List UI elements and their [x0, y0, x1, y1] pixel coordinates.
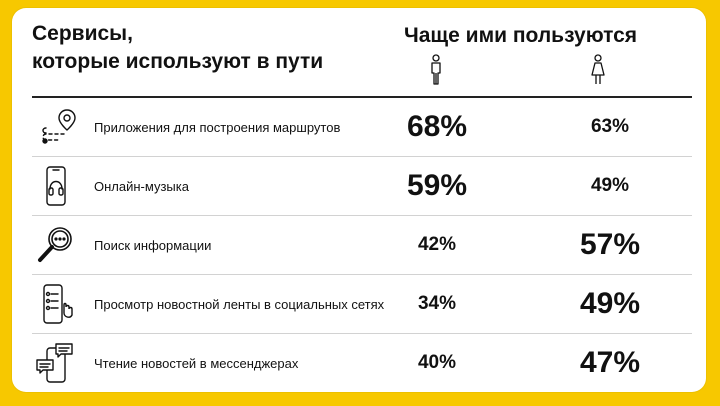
row-label: Просмотр новостной ленты в социальных се… — [94, 296, 385, 312]
row-label: Поиск информации — [94, 237, 212, 253]
male-value: 59% — [406, 169, 468, 202]
page-title: Сервисы, которые используют в пути — [32, 22, 324, 73]
infographic-card: Сервисы, которые используют в пути Чаще … — [12, 8, 706, 392]
header-divider — [32, 96, 692, 98]
male-value: 42% — [417, 234, 457, 255]
table-row: Приложения для построения маршрутов 68% … — [32, 98, 692, 157]
male-value: 34% — [417, 293, 457, 314]
table-row: Поиск информации 42% 57% — [32, 216, 692, 275]
phone-chat-icon — [36, 343, 73, 383]
female-person-icon — [591, 54, 605, 84]
male-value: 40% — [417, 352, 457, 373]
route-pin-icon — [42, 109, 76, 144]
table-row: Онлайн-музыка 59% 49% — [32, 157, 692, 216]
row-label: Онлайн-музыка — [94, 178, 189, 194]
phone-headphones-icon — [46, 166, 66, 206]
female-value: 49% — [590, 175, 630, 196]
female-value: 63% — [590, 116, 630, 137]
female-value: 47% — [579, 346, 641, 379]
phone-feed-icon — [43, 284, 73, 324]
table-row: Просмотр новостной ленты в социальных се… — [32, 275, 692, 334]
female-value: 57% — [579, 228, 641, 261]
male-person-icon — [431, 54, 441, 85]
table-row: Чтение новостей в мессенджерах 40% 47% — [32, 334, 692, 392]
magnifier-icon — [38, 227, 72, 262]
male-value: 68% — [406, 110, 468, 143]
row-label: Чтение новостей в мессенджерах — [94, 355, 299, 371]
row-label: Приложения для построения маршрутов — [94, 119, 341, 135]
column-header: Чаще ими пользуются — [404, 24, 638, 47]
female-value: 49% — [579, 287, 641, 320]
